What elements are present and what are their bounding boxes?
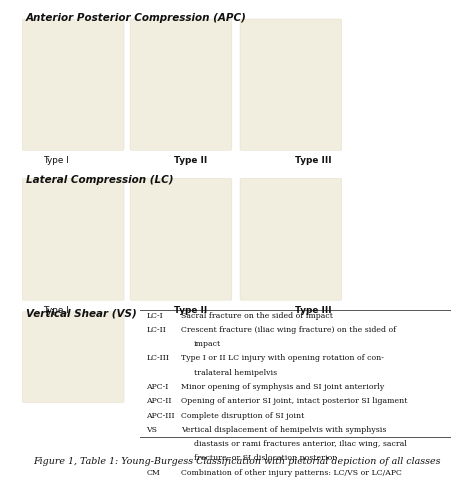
Text: Crescent fracture (iliac wing fracture) on the sided of: Crescent fracture (iliac wing fracture) … (181, 326, 396, 334)
Text: Vertical displacement of hemipelvis with symphysis: Vertical displacement of hemipelvis with… (181, 426, 386, 434)
Text: Anterior Posterior Compression (APC): Anterior Posterior Compression (APC) (26, 13, 246, 24)
Text: VS: VS (146, 426, 157, 434)
Text: APC-II: APC-II (146, 397, 172, 405)
Text: Combination of other injury patterns: LC/VS or LC/APC: Combination of other injury patterns: LC… (181, 468, 402, 477)
Text: LC-III: LC-III (146, 355, 170, 362)
Text: Type II: Type II (174, 156, 208, 165)
Text: Vertical Shear (VS): Vertical Shear (VS) (26, 308, 137, 318)
FancyBboxPatch shape (130, 179, 232, 300)
Text: diastasis or rami fractures anterior, iliac wing, sacral: diastasis or rami fractures anterior, il… (194, 440, 407, 448)
Text: Type II: Type II (174, 306, 208, 315)
Text: Lateral Compression (LC): Lateral Compression (LC) (26, 175, 173, 185)
Text: tralateral hemipelvis: tralateral hemipelvis (194, 369, 277, 377)
Text: Opening of anterior SI joint, intact posterior SI ligament: Opening of anterior SI joint, intact pos… (181, 397, 408, 405)
Text: LC-I: LC-I (146, 312, 163, 320)
Text: Sacral fracture on the sided of impact: Sacral fracture on the sided of impact (181, 312, 333, 320)
Text: LC-II: LC-II (146, 326, 166, 334)
FancyBboxPatch shape (130, 19, 232, 150)
Text: Type III: Type III (295, 156, 332, 165)
Text: Type I or II LC injury with opening rotation of con-: Type I or II LC injury with opening rota… (181, 355, 384, 362)
Text: Complete disruption of SI joint: Complete disruption of SI joint (181, 411, 304, 420)
Text: APC-I: APC-I (146, 383, 169, 391)
Text: Type I: Type I (43, 306, 69, 315)
Text: Type I: Type I (43, 156, 69, 165)
FancyBboxPatch shape (22, 179, 124, 300)
FancyBboxPatch shape (240, 179, 342, 300)
Text: fracture, or SI dislocation posterior: fracture, or SI dislocation posterior (194, 455, 336, 462)
FancyBboxPatch shape (22, 19, 124, 150)
Text: APC-III: APC-III (146, 411, 175, 420)
Text: Minor opening of symphysis and SI joint anteriorly: Minor opening of symphysis and SI joint … (181, 383, 384, 391)
Text: impact: impact (194, 340, 221, 348)
Text: Figure 1, Table 1: Young-Burgess Classification with pictorial depiction of all : Figure 1, Table 1: Young-Burgess Classif… (33, 457, 441, 466)
Text: CM: CM (146, 468, 160, 477)
FancyBboxPatch shape (240, 19, 342, 150)
FancyBboxPatch shape (22, 312, 124, 403)
Text: Type III: Type III (295, 306, 332, 315)
